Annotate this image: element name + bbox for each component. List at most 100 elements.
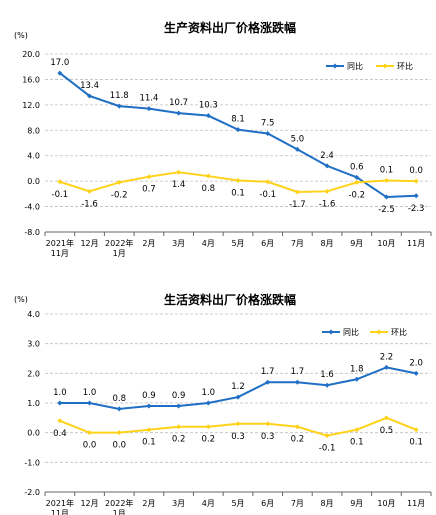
chart1-x-tick-label: 2月	[142, 239, 155, 248]
chart1-yoy-point	[383, 194, 389, 200]
chart1-yoy-data-label: 5.0	[291, 134, 305, 144]
chart1-yoy-data-label: 11.8	[110, 91, 129, 101]
chart1-mom-point	[413, 178, 419, 184]
chart2-y-unit-label: (%)	[14, 295, 28, 304]
chart1-mom-point	[383, 178, 389, 184]
chart2-yoy-point	[116, 406, 122, 412]
chart1-mom-data-label: 0.0	[409, 166, 423, 176]
chart1-yoy-data-label: 7.5	[261, 118, 275, 128]
chart2-yoy-data-label: 0.9	[172, 391, 186, 401]
chart1-x-tick-label: 6月	[261, 239, 274, 248]
chart1-yoy-point	[265, 130, 271, 136]
chart2-x-tick-label: 2月	[142, 499, 155, 508]
chart2-mom-point	[235, 421, 241, 427]
chart2-x-tick-label: 11月	[407, 499, 425, 508]
chart2-yoy-data-label: 1.7	[261, 367, 275, 377]
chart1-mom-data-label: -1.7	[289, 200, 306, 210]
chart1-mom-data-label: -0.2	[348, 190, 365, 200]
chart2-mom-point	[57, 418, 63, 424]
chart1-y-tick-label: 16.0	[22, 75, 40, 84]
chart1-x-tick-label: 10月	[377, 239, 395, 248]
chart2-yoy-point	[383, 364, 389, 370]
chart1-x-tick-label: 9月	[350, 239, 363, 248]
chart2-mom-point	[205, 424, 211, 430]
chart2-y-tick-label: 0.0	[27, 429, 40, 438]
chart1-x-tick-label: 11月	[407, 239, 425, 248]
chart2-yoy-point	[176, 403, 182, 409]
chart2-yoy-point	[413, 370, 419, 376]
chart2-mom-data-label: 0.1	[409, 438, 423, 448]
chart1-yoy-data-label: -2.5	[378, 205, 395, 215]
chart2-yoy-point	[265, 379, 271, 385]
chart1-mom-point	[265, 179, 271, 185]
chart1-yoy-data-label: 13.4	[80, 81, 99, 91]
chart2-yoy-point	[146, 403, 152, 409]
chart2-yoy-data-label: 1.6	[320, 370, 334, 380]
chart1-yoy-data-label: 0.6	[350, 162, 364, 172]
chart2-yoy-data-label: 1.0	[53, 388, 67, 398]
production-materials-chart: 生产资料出厂价格涨跌幅 (%) 20.0 16.0 12.0 8.0 4.0 0.0 -4.0 -…	[14, 20, 432, 258]
chart2-x-tick-label: 10月	[377, 499, 395, 508]
chart2-yoy-point	[57, 400, 63, 406]
chart1-y-tick-label: -4.0	[24, 203, 40, 212]
chart2-x-tick-label: 2022年 1月	[105, 498, 133, 515]
chart1-y-tick-label: 8.0	[27, 126, 40, 135]
chart1-x-tick-label: 4月	[202, 239, 215, 248]
chart2-mom-data-label: 0.2	[291, 435, 305, 445]
chart2-mom-data-label: 0.1	[350, 438, 364, 448]
chart1-yoy-point	[413, 193, 419, 199]
chart2-mom-point	[116, 430, 122, 436]
chart2-mom-data-label: 0.0	[83, 441, 97, 451]
chart2-y-tick-label: -2.0	[24, 488, 40, 497]
chart2-mom-point	[413, 427, 419, 433]
chart2-yoy-data-label: 2.2	[380, 352, 394, 362]
chart2-mom-data-label: 0.3	[261, 432, 275, 442]
chart2-x-tick-label: 7月	[291, 499, 304, 508]
chart1-mom-point	[294, 189, 300, 195]
chart1-y-tick-label: -8.0	[24, 228, 40, 237]
chart2-mom-point	[87, 430, 93, 436]
chart1-yoy-point	[146, 106, 152, 112]
chart1-yoy-point	[57, 70, 63, 76]
chart2-mom-data-label: 0.2	[172, 435, 186, 445]
chart2-mom-point	[354, 427, 360, 433]
chart2-mom-point	[176, 424, 182, 430]
chart1-mom-data-label: -0.1	[259, 190, 276, 200]
chart2-y-tick-label: 4.0	[27, 310, 40, 319]
chart1-mom-point	[87, 188, 93, 194]
chart1-mom-data-label: 0.1	[380, 166, 394, 176]
chart2-yoy-point	[294, 379, 300, 385]
chart2-y-tick-label: -1.0	[24, 458, 40, 467]
chart1-mom-point	[235, 178, 241, 184]
chart2-x-tick-label: 3月	[172, 499, 185, 508]
chart2-mom-data-label: 0.3	[231, 432, 245, 442]
chart2-yoy-point	[205, 400, 211, 406]
chart2-mom-point	[324, 433, 330, 439]
chart1-mom-point	[205, 173, 211, 179]
chart1-legend-label-yoy: 同比	[347, 61, 363, 71]
chart2-x-tick-label: 6月	[261, 499, 274, 508]
chart1-yoy-data-label: 11.4	[139, 94, 158, 104]
chart1-yoy-point	[294, 146, 300, 152]
chart2-legend-marker-yoy	[328, 329, 334, 335]
chart1-mom-data-label: -0.2	[111, 190, 128, 200]
chart2-y-tick-label: 2.0	[27, 369, 40, 378]
chart2-x-tick-label: 9月	[350, 499, 363, 508]
chart1-x-tick-label: 8月	[321, 239, 334, 248]
chart2-legend-marker-mom	[376, 329, 382, 335]
chart1-x-tick-label: 3月	[172, 239, 185, 248]
chart2-yoy-point	[235, 394, 241, 400]
chart2-legend-label-yoy: 同比	[343, 327, 359, 337]
chart1-mom-point	[354, 179, 360, 185]
chart1-x-tick-label: 2022年 1月	[105, 238, 133, 258]
chart1-yoy-point	[354, 174, 360, 180]
chart1-mom-data-label: -1.6	[319, 199, 336, 209]
chart1-mom-data-label: 0.1	[231, 189, 245, 199]
chart2-mom-data-label: 0.5	[380, 426, 394, 436]
chart2-yoy-data-label: 1.0	[202, 388, 216, 398]
chart2-y-tick-label: 1.0	[27, 399, 40, 408]
chart1-x-tick-label: 7月	[291, 239, 304, 248]
chart2-x-tick-label: 4月	[202, 499, 215, 508]
chart2-yoy-data-label: 0.8	[112, 394, 126, 404]
